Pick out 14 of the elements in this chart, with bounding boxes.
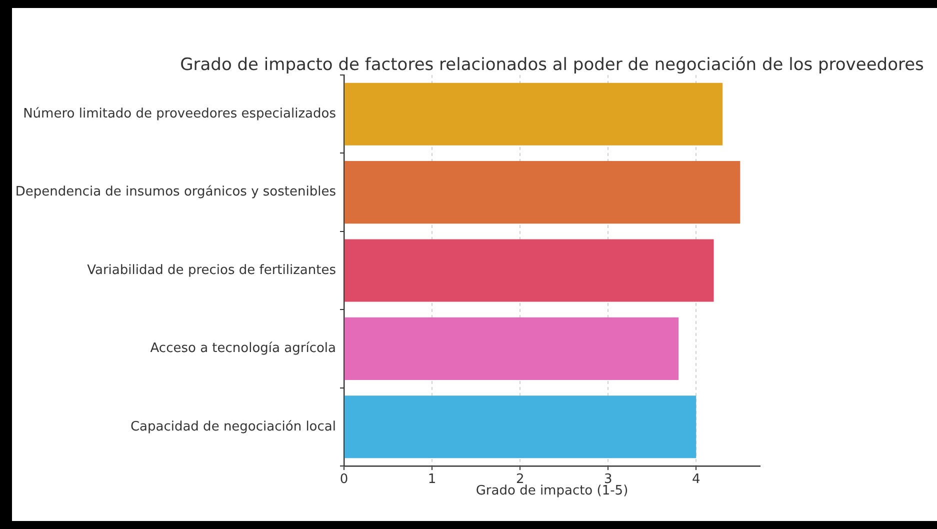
- x-tick-label: 1: [428, 472, 436, 488]
- y-tick-label: Dependencia de insumos orgánicos y sostenibles: [15, 184, 336, 200]
- x-tick-label: 4: [692, 472, 700, 488]
- bar: [344, 396, 696, 458]
- bar: [344, 82, 723, 146]
- y-tick-label: Variabilidad de precios de fertilizantes: [87, 262, 336, 278]
- bar: [344, 239, 714, 302]
- y-tick-label: Número limitado de proveedores especializados: [23, 106, 336, 122]
- bar: [344, 161, 740, 224]
- x-tick-label: 0: [340, 472, 348, 488]
- bar: [344, 317, 679, 380]
- chart-title: Grado de impacto de factores relacionados al poder de negociación de los proveedores: [180, 55, 924, 75]
- y-tick-label: Capacidad de negociación local: [130, 419, 336, 434]
- y-tick-label: Acceso a tecnología agrícola: [150, 341, 336, 356]
